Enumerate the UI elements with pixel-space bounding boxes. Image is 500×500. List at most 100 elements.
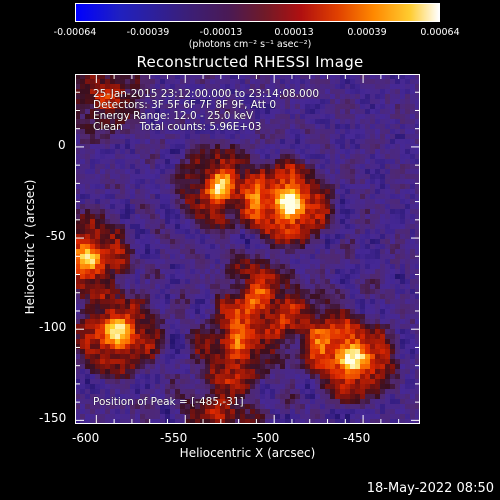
image-pixel <box>160 339 165 344</box>
image-pixel <box>165 139 170 144</box>
image-pixel <box>160 139 165 144</box>
image-pixel <box>190 319 195 324</box>
image-pixel <box>390 79 395 84</box>
image-pixel <box>75 189 80 194</box>
image-pixel <box>285 119 290 124</box>
image-pixel <box>300 349 305 354</box>
image-pixel <box>240 264 245 269</box>
image-pixel <box>75 244 80 249</box>
image-pixel <box>215 84 220 89</box>
image-pixel <box>155 264 160 269</box>
image-pixel <box>385 219 390 224</box>
image-pixel <box>215 319 220 324</box>
image-pixel <box>315 389 320 394</box>
image-pixel <box>275 119 280 124</box>
image-pixel <box>180 319 185 324</box>
image-pixel <box>100 334 105 339</box>
image-pixel <box>345 344 350 349</box>
image-pixel <box>355 199 360 204</box>
image-pixel <box>315 124 320 129</box>
image-pixel <box>335 419 340 424</box>
image-pixel <box>385 369 390 374</box>
image-pixel <box>165 149 170 154</box>
image-pixel <box>275 239 280 244</box>
image-pixel <box>315 189 320 194</box>
image-pixel <box>115 154 120 159</box>
image-pixel <box>350 294 355 299</box>
image-pixel <box>245 239 250 244</box>
image-pixel <box>330 359 335 364</box>
image-pixel <box>75 289 80 294</box>
image-pixel <box>405 249 410 254</box>
image-pixel <box>300 284 305 289</box>
image-pixel <box>185 84 190 89</box>
image-pixel <box>385 174 390 179</box>
image-pixel <box>75 134 80 139</box>
image-pixel <box>255 324 260 329</box>
image-pixel <box>150 79 155 84</box>
image-pixel <box>315 144 320 149</box>
image-pixel <box>200 154 205 159</box>
image-pixel <box>375 124 380 129</box>
image-pixel <box>180 404 185 409</box>
image-pixel <box>325 114 330 119</box>
image-pixel <box>350 344 355 349</box>
image-pixel <box>290 279 295 284</box>
image-pixel <box>415 304 420 309</box>
image-pixel <box>80 249 85 254</box>
image-pixel <box>330 294 335 299</box>
image-pixel <box>340 149 345 154</box>
image-pixel <box>175 264 180 269</box>
image-pixel <box>235 209 240 214</box>
image-pixel <box>80 94 85 99</box>
image-pixel <box>310 299 315 304</box>
timestamp-footer: 18-May-2022 08:50 <box>366 481 494 496</box>
image-pixel <box>385 409 390 414</box>
image-pixel <box>95 264 100 269</box>
image-pixel <box>180 229 185 234</box>
image-pixel <box>360 194 365 199</box>
image-pixel <box>285 264 290 269</box>
image-pixel <box>95 314 100 319</box>
image-pixel <box>195 324 200 329</box>
image-pixel <box>165 409 170 414</box>
image-pixel <box>105 284 110 289</box>
image-pixel <box>140 309 145 314</box>
image-pixel <box>410 134 415 139</box>
image-pixel <box>215 194 220 199</box>
image-pixel <box>410 219 415 224</box>
image-pixel <box>175 189 180 194</box>
image-pixel <box>175 219 180 224</box>
image-pixel <box>250 94 255 99</box>
image-pixel <box>360 109 365 114</box>
image-pixel <box>150 354 155 359</box>
image-pixel <box>375 114 380 119</box>
image-pixel <box>305 294 310 299</box>
image-pixel <box>135 159 140 164</box>
image-pixel <box>360 254 365 259</box>
image-pixel <box>195 369 200 374</box>
image-pixel <box>375 99 380 104</box>
image-pixel <box>100 404 105 409</box>
image-pixel <box>110 254 115 259</box>
image-pixel <box>345 99 350 104</box>
image-pixel <box>275 404 280 409</box>
image-pixel <box>80 299 85 304</box>
image-pixel <box>210 109 215 114</box>
image-pixel <box>305 164 310 169</box>
image-pixel <box>275 209 280 214</box>
image-pixel <box>140 209 145 214</box>
image-pixel <box>235 109 240 114</box>
image-pixel <box>415 99 420 104</box>
image-pixel <box>365 389 370 394</box>
image-pixel <box>210 129 215 134</box>
image-pixel <box>310 259 315 264</box>
image-pixel <box>250 399 255 404</box>
image-pixel <box>270 164 275 169</box>
image-pixel <box>320 344 325 349</box>
image-pixel <box>80 339 85 344</box>
image-pixel <box>130 279 135 284</box>
image-pixel <box>255 214 260 219</box>
image-pixel <box>300 154 305 159</box>
image-pixel <box>200 299 205 304</box>
